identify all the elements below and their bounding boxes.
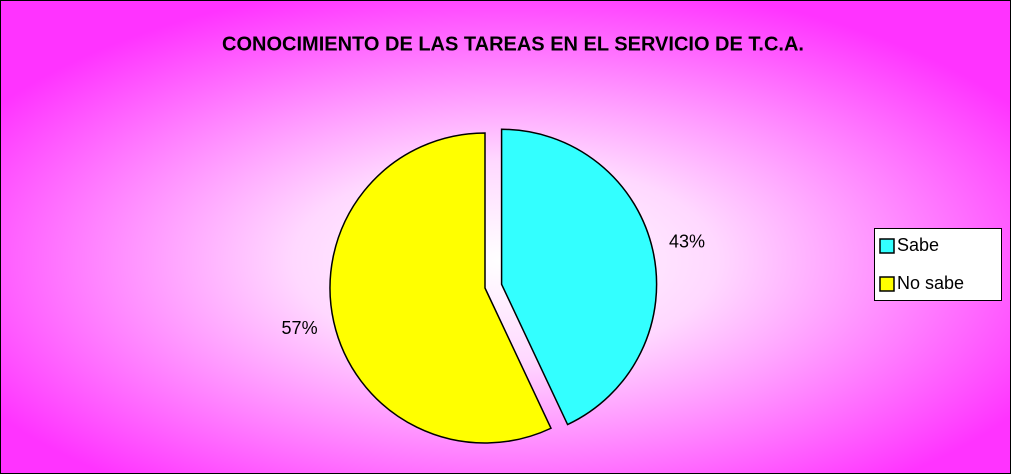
legend-box [874, 228, 1002, 301]
chart-title: CONOCIMIENTO DE LAS TAREAS EN EL SERVICI… [222, 33, 804, 55]
data-label: 57% [282, 318, 318, 338]
legend-label: No sabe [897, 273, 964, 293]
pie-slice [329, 132, 552, 444]
legend-swatch [879, 276, 895, 292]
pie-slice [500, 128, 658, 426]
legend-swatch [879, 238, 895, 254]
legend-label: Sabe [897, 235, 939, 255]
data-label: 43% [669, 232, 705, 252]
